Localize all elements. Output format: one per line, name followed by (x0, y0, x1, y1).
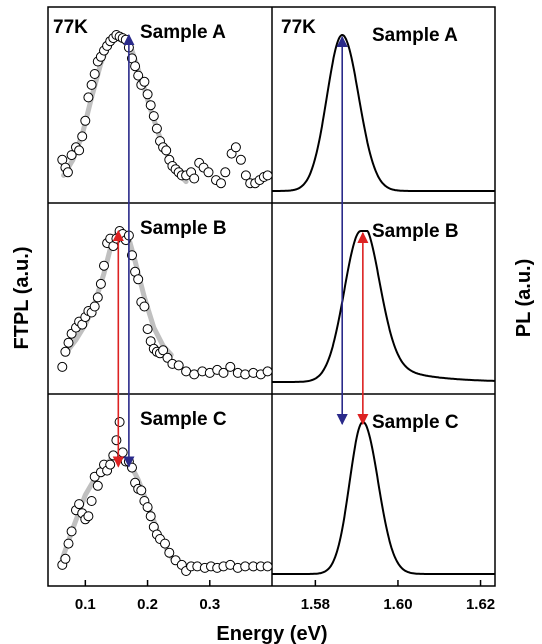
data-point (130, 61, 141, 72)
sample-label: Sample B (372, 221, 459, 242)
data-point (66, 526, 77, 537)
data-point (262, 170, 273, 181)
x-tick-label: 1.58 (301, 596, 330, 613)
data-point (80, 115, 91, 126)
data-point (230, 142, 241, 153)
data-point (108, 450, 119, 461)
data-point (60, 346, 71, 357)
data-point (63, 337, 74, 348)
sample-label: Sample A (140, 22, 226, 43)
sample-label: Sample A (372, 25, 458, 46)
data-point (136, 485, 147, 496)
data-point (92, 292, 103, 303)
pl-spectrum (272, 420, 495, 575)
data-point (86, 496, 97, 506)
data-point (89, 301, 100, 312)
data-point (203, 167, 214, 178)
x-tick-label: 1.62 (466, 596, 495, 613)
data-point (145, 100, 156, 111)
x-tick-label: 1.60 (383, 596, 412, 613)
data-point (105, 459, 116, 470)
data-point (218, 367, 229, 378)
x-tick-label: 0.3 (199, 596, 220, 613)
data-point (139, 301, 150, 312)
data-point (240, 369, 251, 380)
data-point (262, 366, 273, 377)
data-point (86, 79, 97, 90)
data-point (151, 123, 162, 134)
data-point (235, 154, 246, 165)
data-point (173, 360, 184, 371)
data-point (74, 145, 85, 156)
data-point (133, 274, 144, 285)
data-point (158, 345, 169, 356)
data-point (63, 538, 74, 549)
data-point (142, 324, 153, 335)
data-point (114, 417, 125, 427)
x-tick-label: 0.2 (137, 596, 158, 613)
x-axis-title: Energy (eV) (216, 623, 327, 644)
sample-label: Sample C (140, 409, 227, 430)
data-point (77, 131, 88, 142)
data-point (189, 173, 200, 184)
data-point (99, 260, 109, 271)
data-point (220, 167, 231, 178)
data-point (262, 561, 273, 572)
data-point (240, 170, 251, 181)
data-point (60, 553, 71, 564)
data-point (83, 511, 94, 522)
data-point (225, 361, 236, 372)
data-point (74, 499, 85, 510)
data-point (89, 69, 100, 79)
temperature-label: 77K (53, 17, 88, 38)
data-point (161, 145, 172, 156)
data-point (216, 178, 226, 189)
data-point (117, 447, 128, 458)
x-tick-label: 0.1 (75, 596, 96, 613)
data-point (111, 435, 122, 446)
data-point (145, 511, 156, 522)
data-point (95, 278, 106, 289)
data-point (148, 111, 159, 122)
plot-area: 0.1 0.2 0.3 1.58 1.60 1.62 Sample A 77K Sample B… (47, 6, 496, 613)
data-point (142, 89, 153, 100)
temperature-label: 77K (281, 17, 316, 38)
data-point (62, 167, 73, 178)
data-point (164, 547, 175, 558)
pl-spectrum (272, 33, 495, 192)
data-point (83, 92, 94, 103)
right-y-axis-title: PL (a.u.) (513, 259, 535, 338)
pl-spectrum (272, 230, 495, 383)
sample-label: Sample C (372, 412, 459, 433)
data-point (160, 538, 170, 549)
left-y-axis-title: FTPL (a.u.) (11, 247, 33, 350)
data-point (57, 361, 68, 372)
data-point (142, 502, 153, 513)
data-point (139, 76, 150, 87)
sample-label: Sample B (140, 218, 227, 239)
data-point (92, 480, 103, 491)
data-point (66, 150, 77, 161)
